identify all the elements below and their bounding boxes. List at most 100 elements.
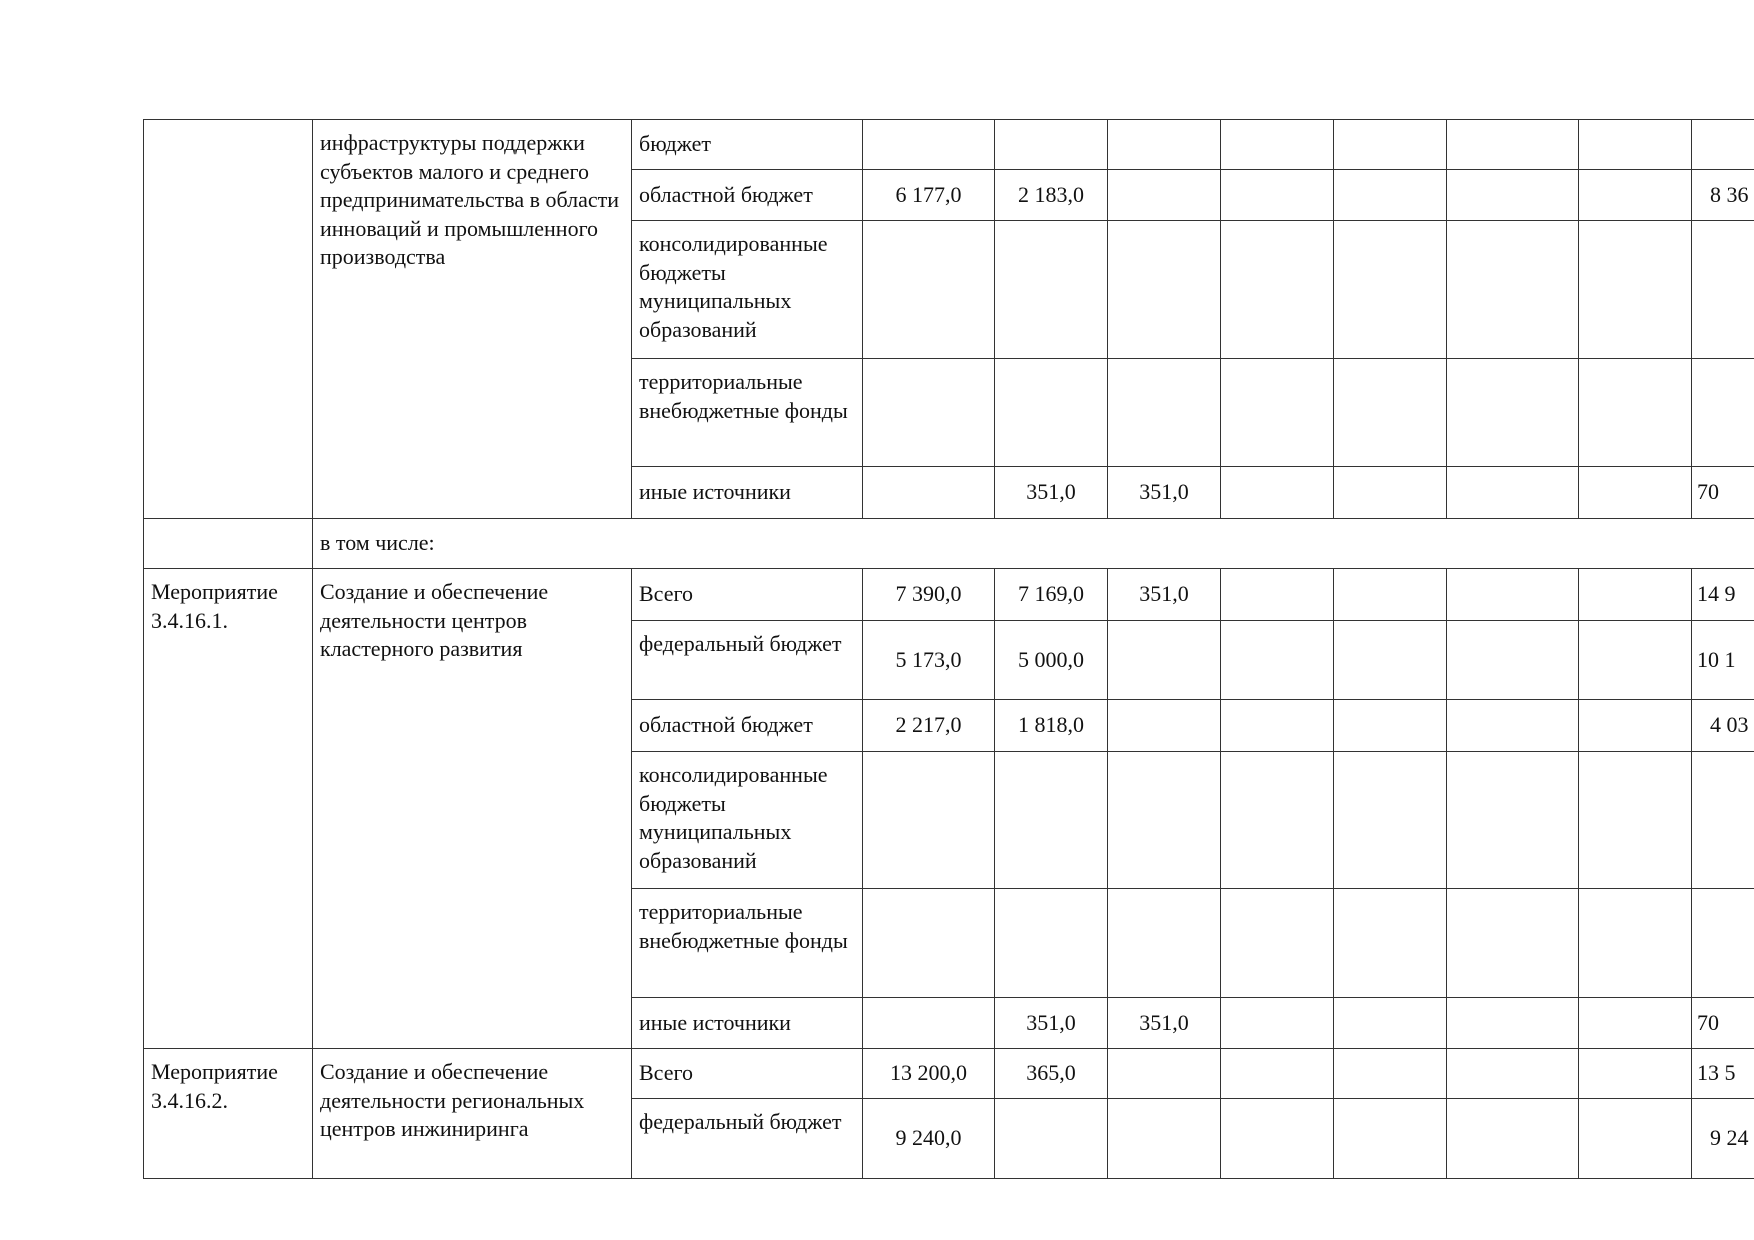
year-value (1333, 466, 1447, 519)
year-value (1446, 220, 1579, 359)
total-value (1691, 888, 1754, 998)
year-value (1107, 220, 1221, 359)
year-value (862, 751, 995, 889)
year-value: 9 240,0 (862, 1098, 995, 1179)
year-value: 7 169,0 (994, 568, 1108, 621)
year-value (994, 119, 1108, 170)
total-value: 13 5 (1691, 1048, 1754, 1099)
year-value (1333, 169, 1447, 221)
table-row: консолидированные бюджеты муниципальных … (144, 751, 1754, 889)
year-value (1220, 699, 1334, 752)
table-row: инфраструктуры поддержки субъектов малог… (143, 119, 1754, 519)
year-value (1446, 1048, 1579, 1099)
table-row: областной бюджет 2 217,0 1 818,0 4 03 (144, 699, 1754, 752)
year-value: 351,0 (994, 997, 1108, 1049)
activity-name: Создание и обеспечение деятельности цент… (312, 568, 632, 1049)
year-value (1107, 620, 1221, 700)
year-value (1333, 751, 1447, 889)
year-value (1446, 699, 1579, 752)
year-value (1446, 169, 1579, 221)
year-value (994, 358, 1108, 467)
year-value (1446, 1098, 1579, 1179)
year-value (1220, 466, 1334, 519)
budget-table: инфраструктуры поддержки субъектов малог… (143, 119, 1754, 1179)
year-value (862, 997, 995, 1049)
total-value: 14 9 (1691, 568, 1754, 621)
year-value (1107, 888, 1221, 998)
total-value (1691, 358, 1754, 467)
year-value (1578, 220, 1692, 359)
year-value (1578, 997, 1692, 1049)
year-value (1578, 1098, 1692, 1179)
year-value (1107, 1048, 1221, 1099)
total-value: 9 24 (1691, 1098, 1754, 1179)
year-value (1107, 1098, 1221, 1179)
table-row: иные источники 351,0 351,0 70 (144, 997, 1754, 1049)
table-row: территориальные внебюджетные фонды (144, 888, 1754, 998)
year-value (1107, 119, 1221, 170)
funding-source: федеральный бюджет (631, 620, 863, 700)
year-value (862, 119, 995, 170)
year-value: 5 173,0 (862, 620, 995, 700)
funding-source: федеральный бюджет (631, 1098, 863, 1179)
year-value: 351,0 (1107, 466, 1221, 519)
year-value: 6 177,0 (862, 169, 995, 221)
year-value (1333, 997, 1447, 1049)
year-value (1578, 1048, 1692, 1099)
year-value: 1 818,0 (994, 699, 1108, 752)
year-value (1220, 1098, 1334, 1179)
funding-source: консолидированные бюджеты муниципальных … (631, 220, 863, 359)
separator-label: в том числе: (312, 518, 1754, 569)
year-value (1578, 119, 1692, 170)
year-value (1220, 568, 1334, 621)
year-value (862, 466, 995, 519)
table-row: федеральный бюджет 9 240,0 9 24 (144, 1098, 1754, 1179)
funding-source: консолидированные бюджеты муниципальных … (631, 751, 863, 889)
year-value (1578, 466, 1692, 519)
year-value (862, 358, 995, 467)
year-value (1220, 220, 1334, 359)
total-value (1691, 119, 1754, 170)
year-value (1578, 568, 1692, 621)
activity-code: Мероприятие 3.4.16.2. (143, 1048, 313, 1179)
table-row: Мероприятие 3.4.16.1. Создание и обеспече… (143, 568, 1754, 1049)
year-value (1220, 997, 1334, 1049)
year-value: 351,0 (1107, 568, 1221, 621)
year-value (1446, 751, 1579, 889)
table-row: Мероприятие 3.4.16.2. Создание и обеспече… (143, 1048, 1754, 1179)
year-value (994, 220, 1108, 359)
activity-name: Создание и обеспечение деятельности реги… (312, 1048, 632, 1179)
table-row: территориальные внебюджетные фонды (144, 358, 1754, 467)
year-value (1578, 620, 1692, 700)
year-value (1578, 169, 1692, 221)
year-value: 351,0 (1107, 997, 1221, 1049)
total-value (1691, 751, 1754, 889)
year-value (1446, 466, 1579, 519)
year-value: 365,0 (994, 1048, 1108, 1099)
table-row: консолидированные бюджеты муниципальных … (144, 220, 1754, 359)
funding-source: иные источники (631, 466, 863, 519)
year-value (1578, 358, 1692, 467)
year-value (1107, 169, 1221, 221)
year-value (1220, 119, 1334, 170)
year-value (994, 751, 1108, 889)
separator-row: в том числе: (143, 518, 1754, 569)
funding-source: территориальные внебюджетные фонды (631, 358, 863, 467)
year-value (1220, 751, 1334, 889)
year-value (1333, 620, 1447, 700)
year-value (1333, 1048, 1447, 1099)
total-value: 70 (1691, 997, 1754, 1049)
total-value: 8 36 (1691, 169, 1754, 221)
year-value (994, 1098, 1108, 1179)
year-value (1107, 751, 1221, 889)
year-value (1578, 751, 1692, 889)
funding-source: иные источники (631, 997, 863, 1049)
year-value (1578, 699, 1692, 752)
year-value (862, 888, 995, 998)
year-value (1333, 699, 1447, 752)
year-value (1446, 997, 1579, 1049)
year-value: 351,0 (994, 466, 1108, 519)
year-value (1333, 888, 1447, 998)
year-value (1446, 358, 1579, 467)
year-value (1333, 358, 1447, 467)
